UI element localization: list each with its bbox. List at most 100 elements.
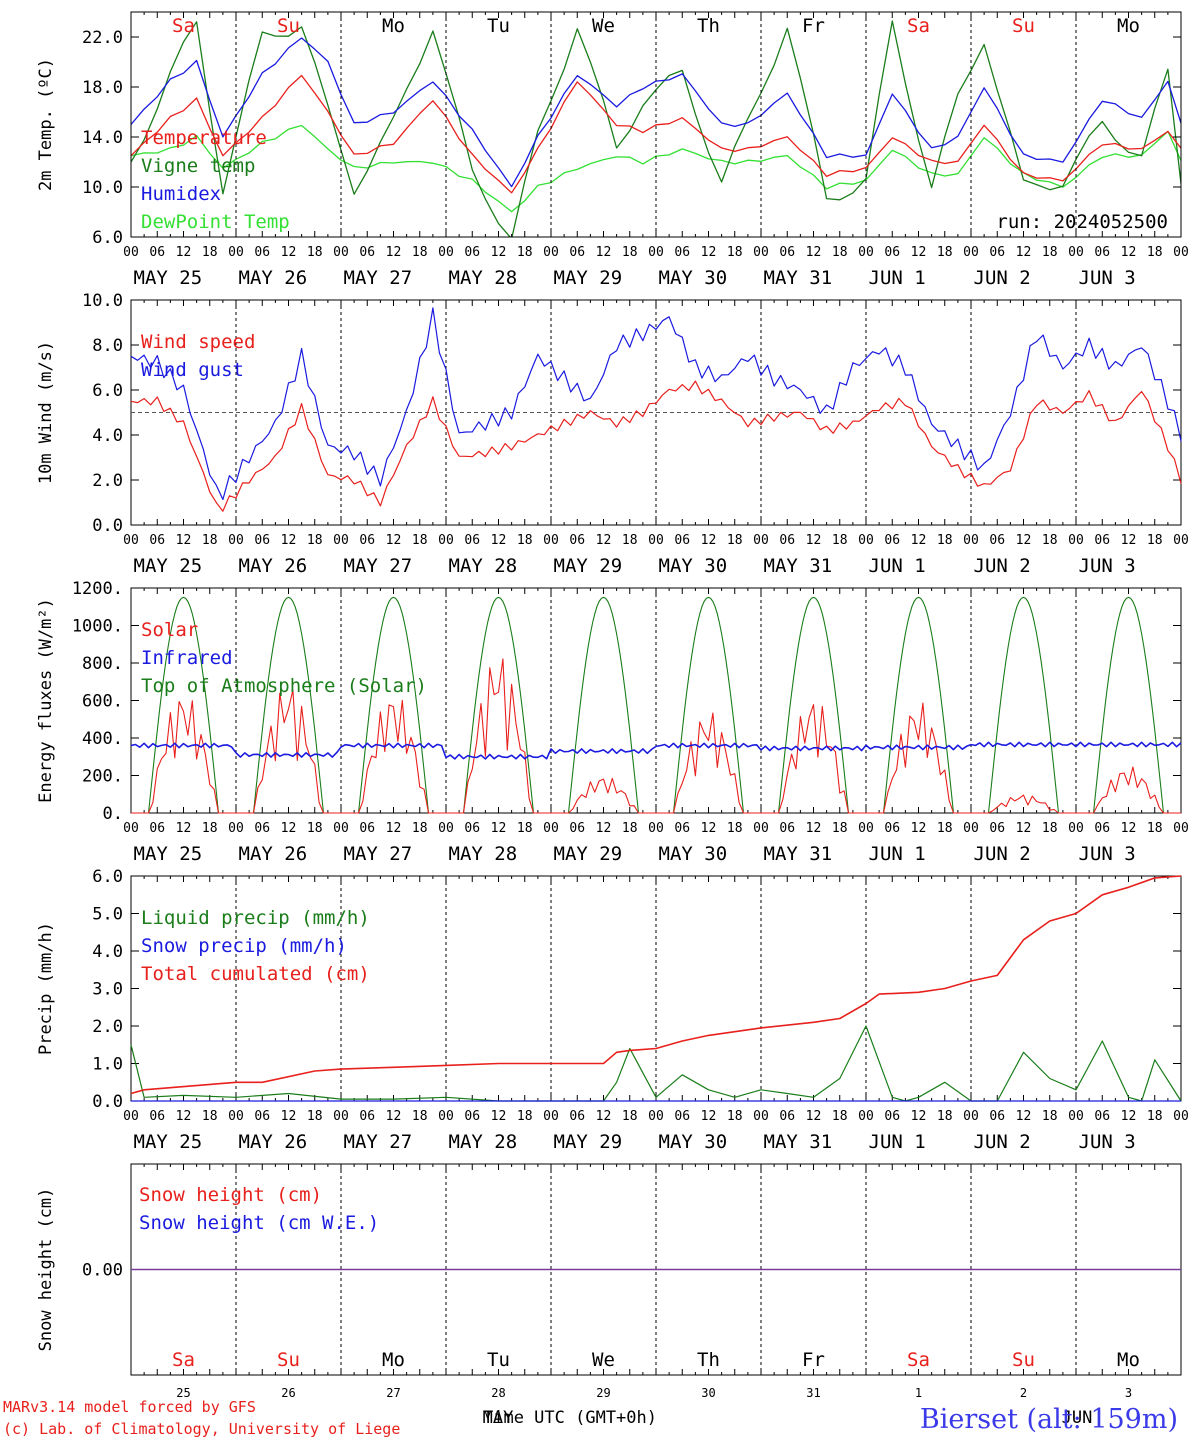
x-hour-tick: 18	[307, 821, 323, 836]
x-day-label: MAY 27	[344, 555, 413, 577]
x-hour-tick: 00	[753, 245, 769, 260]
x-hour-tick: 06	[674, 821, 690, 836]
x-day-number: 28	[491, 1386, 505, 1400]
x-hour-tick: 12	[1016, 1109, 1032, 1124]
x-hour-tick: 12	[386, 1109, 402, 1124]
panel-temperature: 6.0 10.0 14.0 18.0 22.0 2m Temp. (ºC) 00 06 12 18…	[36, 11, 1189, 289]
x-day-label: MAY 28	[449, 843, 518, 865]
y-axis-label: 10m Wind (m/s)	[36, 341, 56, 484]
x-day-label: MAY 27	[344, 1131, 413, 1153]
x-hour-tick: 00	[543, 1109, 559, 1124]
x-hour-tick: 12	[596, 821, 612, 836]
x-hour-tick: 00	[123, 821, 139, 836]
x-day-label: JUN 3	[1079, 843, 1136, 865]
x-hour-tick: 18	[1147, 533, 1163, 548]
y-tick-label: 2.0	[92, 471, 123, 491]
x-hour-tick: 06	[884, 821, 900, 836]
x-hour-tick: 06	[464, 1109, 480, 1124]
x-hour-tick: 06	[254, 245, 270, 260]
x-day-label: JUN 1	[869, 555, 926, 577]
x-hour-tick: 00	[438, 533, 454, 548]
x-hour-tick: 12	[1121, 533, 1137, 548]
legend-wind-gust: Wind gust	[141, 359, 244, 381]
x-hour-tick: 06	[149, 821, 165, 836]
x-hour-tick: 18	[202, 245, 218, 260]
x-day-label: JUN 3	[1079, 555, 1136, 577]
y-axis-label: Precip (mm/h)	[36, 922, 56, 1055]
x-hour-tick: 12	[281, 821, 297, 836]
x-hour-tick: 00	[123, 1109, 139, 1124]
x-hour-tick: 06	[464, 245, 480, 260]
x-hour-tick: 18	[412, 1109, 428, 1124]
panel-snow-height: 0.00 Snow height (cm) Snow height (cm) Snow…	[36, 1163, 1182, 1428]
x-hour-tick: 12	[806, 533, 822, 548]
x-hour-tick: 12	[911, 1109, 927, 1124]
x-hour-tick: 18	[727, 533, 743, 548]
x-hour-tick: 00	[648, 245, 664, 260]
x-hour-tick: 12	[491, 1109, 507, 1124]
x-day-label: JUN 2	[974, 555, 1031, 577]
model-credit: MARv3.14 model forced by GFS	[3, 1398, 256, 1416]
x-day-number: 31	[806, 1386, 820, 1400]
x-day-label: MAY 29	[554, 843, 623, 865]
x-hour-tick: 00	[438, 245, 454, 260]
weekday-label: Sa	[907, 15, 930, 37]
x-hour-tick: 18	[937, 245, 953, 260]
x-hour-tick: 06	[254, 821, 270, 836]
x-hour-tick: 00	[123, 533, 139, 548]
x-hour-tick: 06	[569, 533, 585, 548]
x-day-label: MAY 26	[239, 267, 308, 289]
series-infrared	[130, 741, 1182, 760]
x-hour-tick: 12	[1121, 1109, 1137, 1124]
x-hour-tick: 12	[911, 821, 927, 836]
station-label: Bierset (alt: 159m)	[920, 1404, 1178, 1435]
x-hour-tick: 18	[727, 1109, 743, 1124]
weekday-label: Mo	[1117, 1349, 1140, 1371]
x-hour-tick: 18	[202, 1109, 218, 1124]
x-hour-tick: 00	[963, 533, 979, 548]
y-axis-label: 2m Temp. (ºC)	[36, 58, 56, 191]
x-hour-tick: 00	[858, 533, 874, 548]
x-hour-tick: 18	[937, 533, 953, 548]
x-hour-tick: 18	[412, 821, 428, 836]
x-hour-tick: 00	[228, 1109, 244, 1124]
x-hour-tick: 12	[911, 245, 927, 260]
x-hour-tick: 12	[491, 821, 507, 836]
weekday-label: Su	[277, 1349, 300, 1371]
x-day-label: MAY 30	[659, 267, 728, 289]
x-hour-tick: 06	[359, 821, 375, 836]
x-hour-tick: 06	[569, 245, 585, 260]
x-hour-tick: 00	[753, 1109, 769, 1124]
x-day-number: 2	[1020, 1386, 1027, 1400]
weekday-label: Mo	[382, 15, 405, 37]
x-day-number: 1	[915, 1386, 922, 1400]
y-tick-label: 0.00	[82, 1261, 123, 1281]
x-hour-tick: 00	[543, 533, 559, 548]
x-hour-tick: 00	[228, 821, 244, 836]
x-hour-tick: 12	[491, 245, 507, 260]
legend-total-cumulated-cm: Total cumulated (cm)	[141, 963, 370, 985]
x-day-label: MAY 28	[449, 1131, 518, 1153]
weekday-label: Tu	[487, 1349, 510, 1371]
y-tick-label: 1.0	[92, 1055, 123, 1075]
x-hour-tick: 06	[464, 533, 480, 548]
y-tick-label: 8.0	[92, 336, 123, 356]
x-day-label: MAY 29	[554, 555, 623, 577]
x-hour-tick: 18	[1147, 821, 1163, 836]
x-hour-tick: 12	[1016, 821, 1032, 836]
x-day-label: MAY 30	[659, 555, 728, 577]
x-hour-tick: 00	[1173, 821, 1189, 836]
x-hour-tick: 18	[1042, 1109, 1058, 1124]
x-day-label: MAY 31	[764, 1131, 833, 1153]
x-hour-tick: 06	[254, 533, 270, 548]
y-tick-label: 5.0	[92, 905, 123, 925]
weekday-label: Su	[1012, 1349, 1035, 1371]
x-hour-tick: 00	[228, 245, 244, 260]
x-hour-tick: 12	[386, 245, 402, 260]
x-hour-tick: 18	[1042, 533, 1058, 548]
x-day-label: MAY 28	[449, 267, 518, 289]
y-tick-label: 200.	[82, 767, 123, 787]
x-hour-tick: 00	[963, 245, 979, 260]
x-hour-tick: 18	[1042, 245, 1058, 260]
x-hour-tick: 12	[176, 245, 192, 260]
